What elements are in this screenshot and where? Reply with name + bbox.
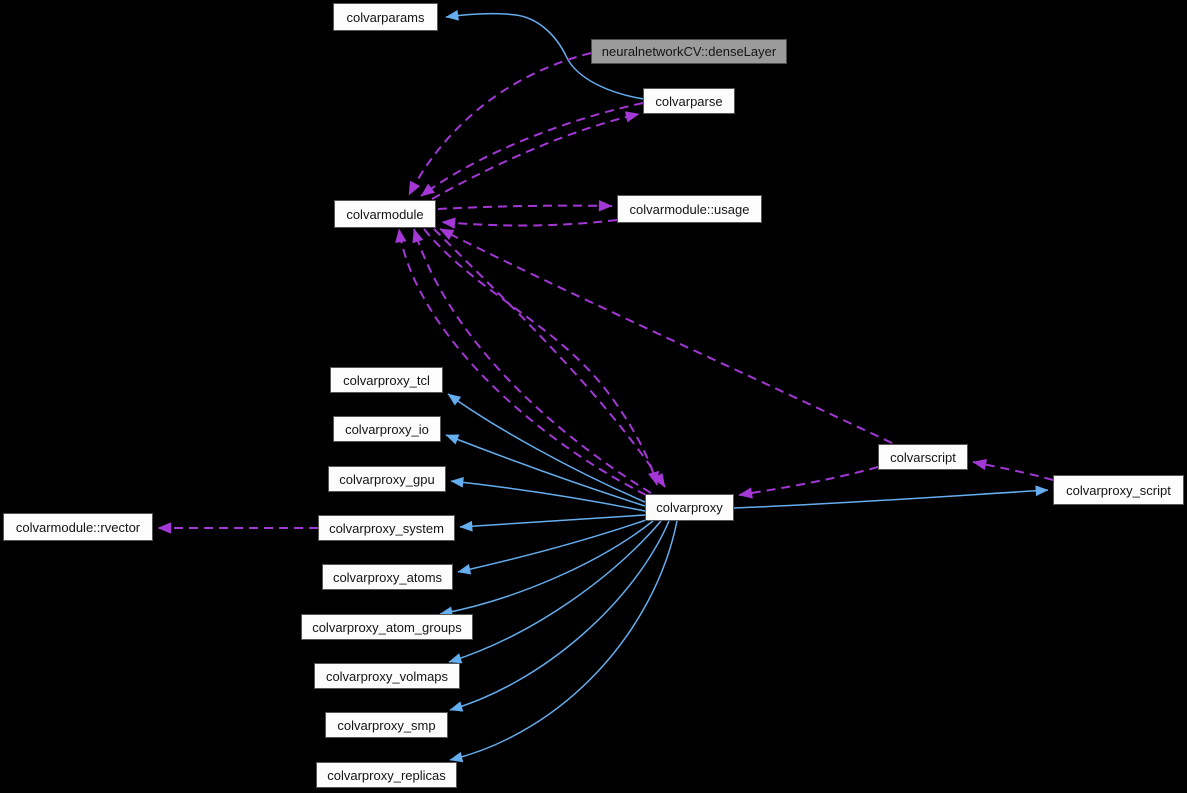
node-label: colvarproxy (656, 500, 723, 515)
node-colvarproxy-script[interactable]: colvarproxy_script (1053, 475, 1184, 505)
edge-colvarproxy-to-colvarproxy_system (459, 514, 646, 532)
node-colvarmodule-usage[interactable]: colvarmodule::usage (617, 195, 762, 223)
edge-colvarproxy-to-colvarmodule (395, 228, 647, 496)
edge-colvarproxy-to-colvarmodule (412, 228, 652, 494)
node-colvarproxy[interactable]: colvarproxy (645, 494, 734, 521)
edge-colvarmodule-to-colvarmodule_usage (437, 200, 613, 212)
edge-colvarproxy_script-to-colvarscript (972, 458, 1054, 481)
node-label: colvarmodule::rvector (15, 519, 141, 535)
node-colvarparse[interactable]: colvarparse (643, 88, 735, 114)
node-colvarproxy-tcl[interactable]: colvarproxy_tcl (330, 367, 443, 393)
node-label: colvarproxy_atom_groups (312, 619, 462, 635)
edge-colvarmodule-to-colvarproxy (433, 228, 666, 488)
edge-colvarproxy-to-colvarproxy_io (445, 434, 646, 507)
node-colvarproxy-io[interactable]: colvarproxy_io (333, 416, 441, 442)
node-label: colvarproxy_replicas (327, 767, 446, 783)
edge-colvarproxy-to-colvarproxy_atom_groups (439, 520, 654, 618)
edge-colvarmodule-to-colvarparse (431, 111, 640, 200)
node-label: colvarparams (346, 9, 425, 25)
node-label: colvarproxy_smp (337, 717, 436, 733)
node-label: colvarproxy_system (329, 520, 444, 536)
node-label: neuralnetworkCV::denseLayer (601, 44, 777, 59)
node-colvarmodule-rvector[interactable]: colvarmodule::rvector (3, 513, 153, 541)
node-label: colvarparse (655, 93, 723, 109)
node-colvarproxy-system[interactable]: colvarproxy_system (318, 515, 455, 541)
edge-colvarparse-to-colvarmodule (420, 102, 644, 197)
edge-colvarmodule-to-colvarproxy (423, 228, 660, 486)
node-colvarmodule[interactable]: colvarmodule (334, 200, 436, 228)
node-label: colvarscript (890, 449, 956, 465)
edge-colvarproxy-to-colvarproxy_smp (449, 520, 670, 712)
node-colvarscript[interactable]: colvarscript (878, 444, 968, 470)
node-colvarproxy-atoms[interactable]: colvarproxy_atoms (322, 564, 453, 590)
node-label: colvarmodule (346, 206, 424, 222)
node-colvarproxy-volmaps[interactable]: colvarproxy_volmaps (314, 663, 460, 689)
edge-colvarproxy-to-colvarproxy_tcl (447, 393, 646, 503)
edge-colvarscript-to-colvarmodule (439, 228, 893, 444)
node-colvarproxy-smp[interactable]: colvarproxy_smp (325, 712, 448, 738)
node-colvarparams[interactable]: colvarparams (333, 3, 438, 31)
node-neuralnetworkcv-denselayer[interactable]: neuralnetworkCV::denseLayer (591, 39, 787, 64)
edge-colvarproxy-to-colvarproxy_replicas (449, 520, 678, 763)
node-colvarproxy-atom-groups[interactable]: colvarproxy_atom_groups (301, 614, 473, 640)
node-label: colvarproxy_tcl (343, 372, 430, 388)
edge-colvarscript-to-colvarproxy (738, 466, 879, 499)
node-colvarproxy-replicas[interactable]: colvarproxy_replicas (316, 762, 457, 788)
node-colvarproxy-gpu[interactable]: colvarproxy_gpu (328, 466, 446, 492)
node-label: colvarmodule::usage (629, 201, 750, 217)
edge-colvarproxy-to-colvarproxy_script (733, 485, 1049, 509)
node-label: colvarproxy_io (345, 421, 429, 437)
edge-colvarparse-to-colvarparams (445, 10, 645, 100)
node-label: colvarproxy_gpu (339, 471, 435, 487)
node-label: colvarproxy_volmaps (325, 668, 449, 684)
edge-colvarproxy-to-colvarproxy_volmaps (448, 520, 662, 664)
edge-colvarproxy-to-colvarproxy_gpu (450, 477, 646, 512)
node-label: colvarproxy_atoms (332, 569, 443, 585)
edge-colvarmodule_usage-to-colvarmodule (441, 217, 618, 229)
edge-colvarproxy-to-colvarproxy_atoms (457, 519, 647, 575)
node-label: colvarproxy_script (1066, 482, 1171, 498)
